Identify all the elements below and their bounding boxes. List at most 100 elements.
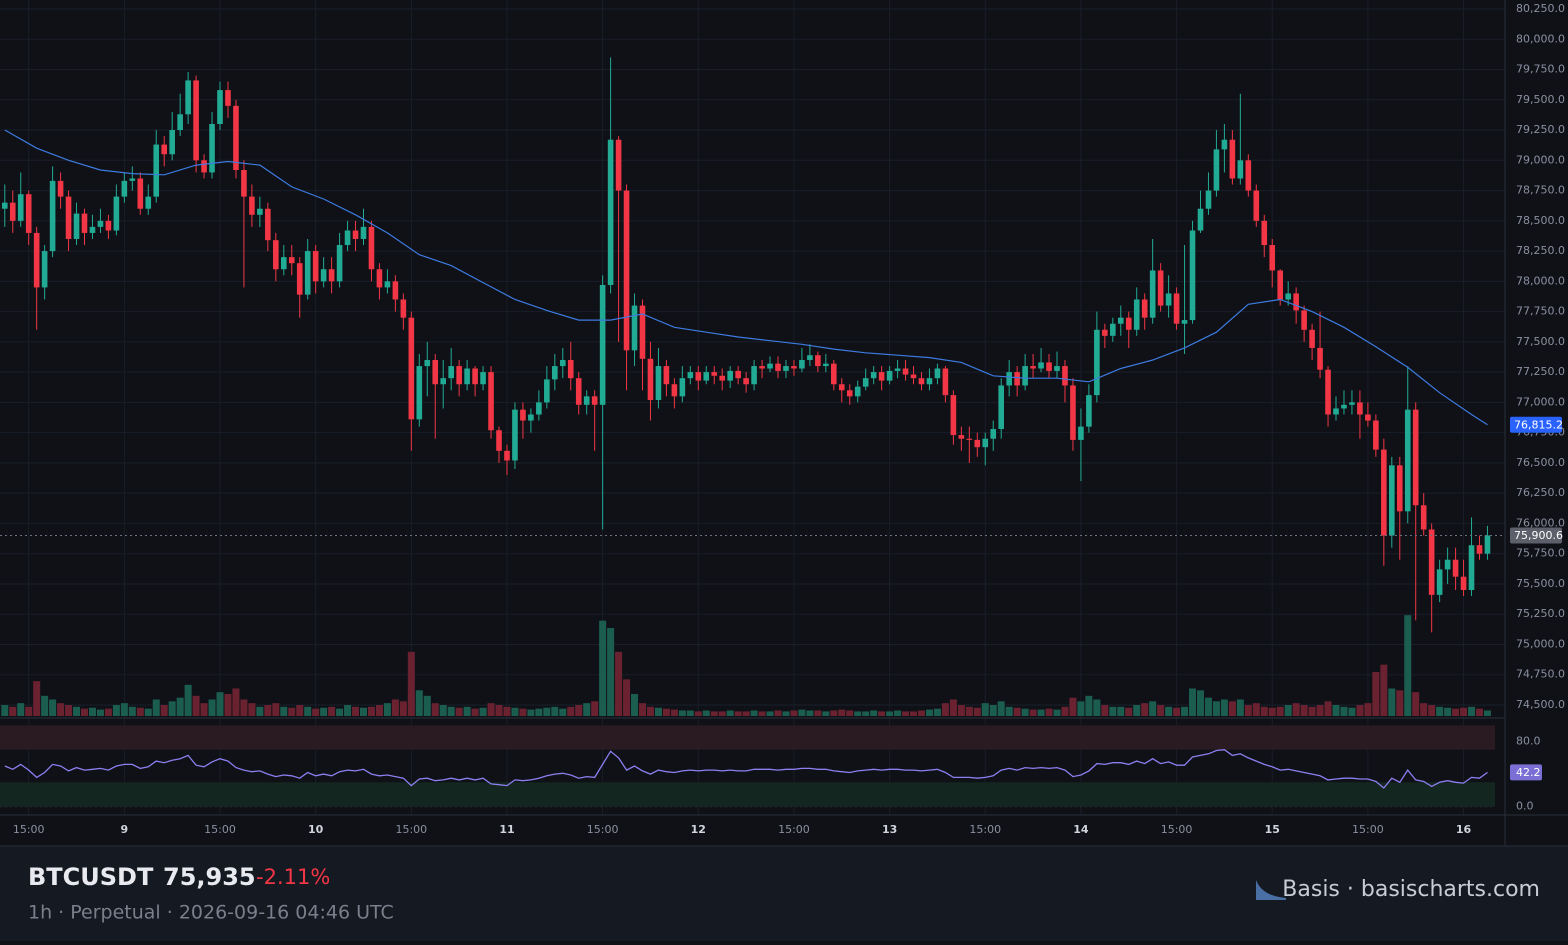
volume-bar — [822, 711, 830, 716]
candle-body — [615, 139, 622, 191]
candle-body — [862, 378, 869, 387]
volume-bar — [726, 710, 734, 716]
volume-bar — [264, 705, 272, 716]
candle-body — [735, 370, 741, 379]
candle-body — [1125, 317, 1132, 330]
volume-bar — [1364, 703, 1372, 716]
volume-bar — [662, 708, 670, 716]
candle-body — [1046, 362, 1052, 371]
rsi-label-box — [1510, 764, 1542, 781]
price-label: 76,815.2 — [1514, 418, 1563, 431]
candle-body — [1476, 545, 1483, 554]
rsi-band — [0, 725, 1495, 750]
volume-bar — [1220, 699, 1228, 716]
y-tick-label: 75,750.0 — [1516, 547, 1565, 560]
x-tick-label: 15:00 — [1161, 823, 1193, 836]
volume-bar — [591, 701, 599, 716]
candle-body — [1333, 408, 1339, 415]
volume-bar — [623, 679, 631, 716]
volume-bar — [973, 707, 981, 716]
candle-body — [695, 372, 702, 381]
volume-bar — [447, 706, 455, 716]
y-tick-label: 80,000.0 — [1516, 32, 1565, 45]
volume-bar — [304, 706, 312, 716]
candle-body — [950, 395, 957, 436]
x-tick-label: 15:00 — [587, 823, 619, 836]
candle-body — [1452, 559, 1459, 577]
volume-bar — [774, 710, 782, 716]
volume-bar — [479, 707, 487, 716]
y-tick-label: 75,250.0 — [1516, 607, 1565, 620]
x-tick-label: 15 — [1265, 823, 1280, 836]
volume-bar — [248, 703, 256, 716]
volume-bar — [192, 695, 200, 716]
volume-bar — [854, 711, 862, 716]
candle-body — [599, 284, 606, 405]
candle-body — [759, 366, 765, 369]
volume-bar — [391, 699, 399, 716]
candle-body — [990, 429, 997, 439]
y-tick-label: 78,000.0 — [1516, 274, 1565, 287]
volume-bar — [1475, 708, 1483, 716]
candle-body — [1102, 329, 1108, 336]
volume-bar — [551, 706, 559, 716]
volume-bar — [1396, 690, 1404, 716]
volume-bar — [1085, 695, 1093, 716]
candle-body — [113, 196, 120, 231]
volume-bar — [559, 708, 567, 716]
candle-body — [1389, 465, 1395, 536]
candle-body — [1293, 293, 1299, 311]
y-tick-label: 74,500.0 — [1516, 698, 1565, 711]
volume-bar — [1093, 699, 1101, 716]
candle-body — [1365, 414, 1371, 421]
candle-body — [169, 130, 175, 155]
candle-body — [1006, 372, 1012, 386]
volume-bar — [1061, 706, 1069, 716]
candle-body — [998, 385, 1005, 430]
candle-body — [17, 194, 24, 221]
volume-bar — [511, 707, 519, 716]
volume-bar — [407, 651, 415, 716]
volume-bar — [272, 703, 280, 716]
volume-bar — [383, 703, 391, 716]
price-label-box — [1510, 416, 1562, 433]
volume-bar — [1348, 707, 1356, 716]
x-tick-label: 14 — [1073, 823, 1089, 836]
y-tick-label: 77,000.0 — [1516, 395, 1565, 408]
candle-body — [1229, 139, 1236, 179]
candle-body — [352, 230, 359, 239]
volume-bar — [670, 709, 678, 716]
candle-body — [544, 379, 550, 403]
volume-bar — [1340, 706, 1348, 716]
candle-body — [719, 375, 726, 381]
logo — [1256, 880, 1286, 900]
volume-bar — [1109, 706, 1117, 716]
volume-bar — [798, 709, 806, 716]
volume-bar — [176, 697, 184, 716]
candle-body — [1117, 317, 1124, 324]
candle-body — [743, 378, 749, 385]
volume-bar — [9, 706, 17, 716]
volume-bar — [1157, 705, 1165, 716]
volume-bar — [375, 705, 383, 716]
volume-bar — [535, 708, 543, 716]
volume-bar — [57, 703, 65, 716]
moving-average — [4, 129, 1488, 426]
volume-bar — [455, 707, 463, 716]
candle-body — [265, 208, 271, 241]
candle-body — [384, 281, 391, 288]
candle-body — [663, 366, 670, 385]
candle-body — [1460, 576, 1467, 591]
x-tick-label: 9 — [121, 823, 129, 836]
candle-body — [1141, 299, 1148, 318]
candle-body — [583, 396, 590, 405]
volume-bar — [328, 706, 336, 716]
volume-bar — [168, 701, 176, 716]
y-tick-label: 74,750.0 — [1516, 668, 1565, 681]
x-tick-label: 10 — [308, 823, 324, 836]
volume-bar — [487, 703, 495, 716]
candle-body — [1181, 320, 1188, 324]
volume-bar — [941, 703, 949, 716]
volume-bar — [184, 684, 192, 716]
x-tick-label: 13 — [882, 823, 897, 836]
